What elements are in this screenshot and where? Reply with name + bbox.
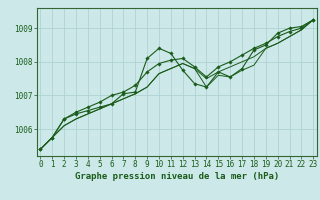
X-axis label: Graphe pression niveau de la mer (hPa): Graphe pression niveau de la mer (hPa)	[75, 172, 279, 181]
